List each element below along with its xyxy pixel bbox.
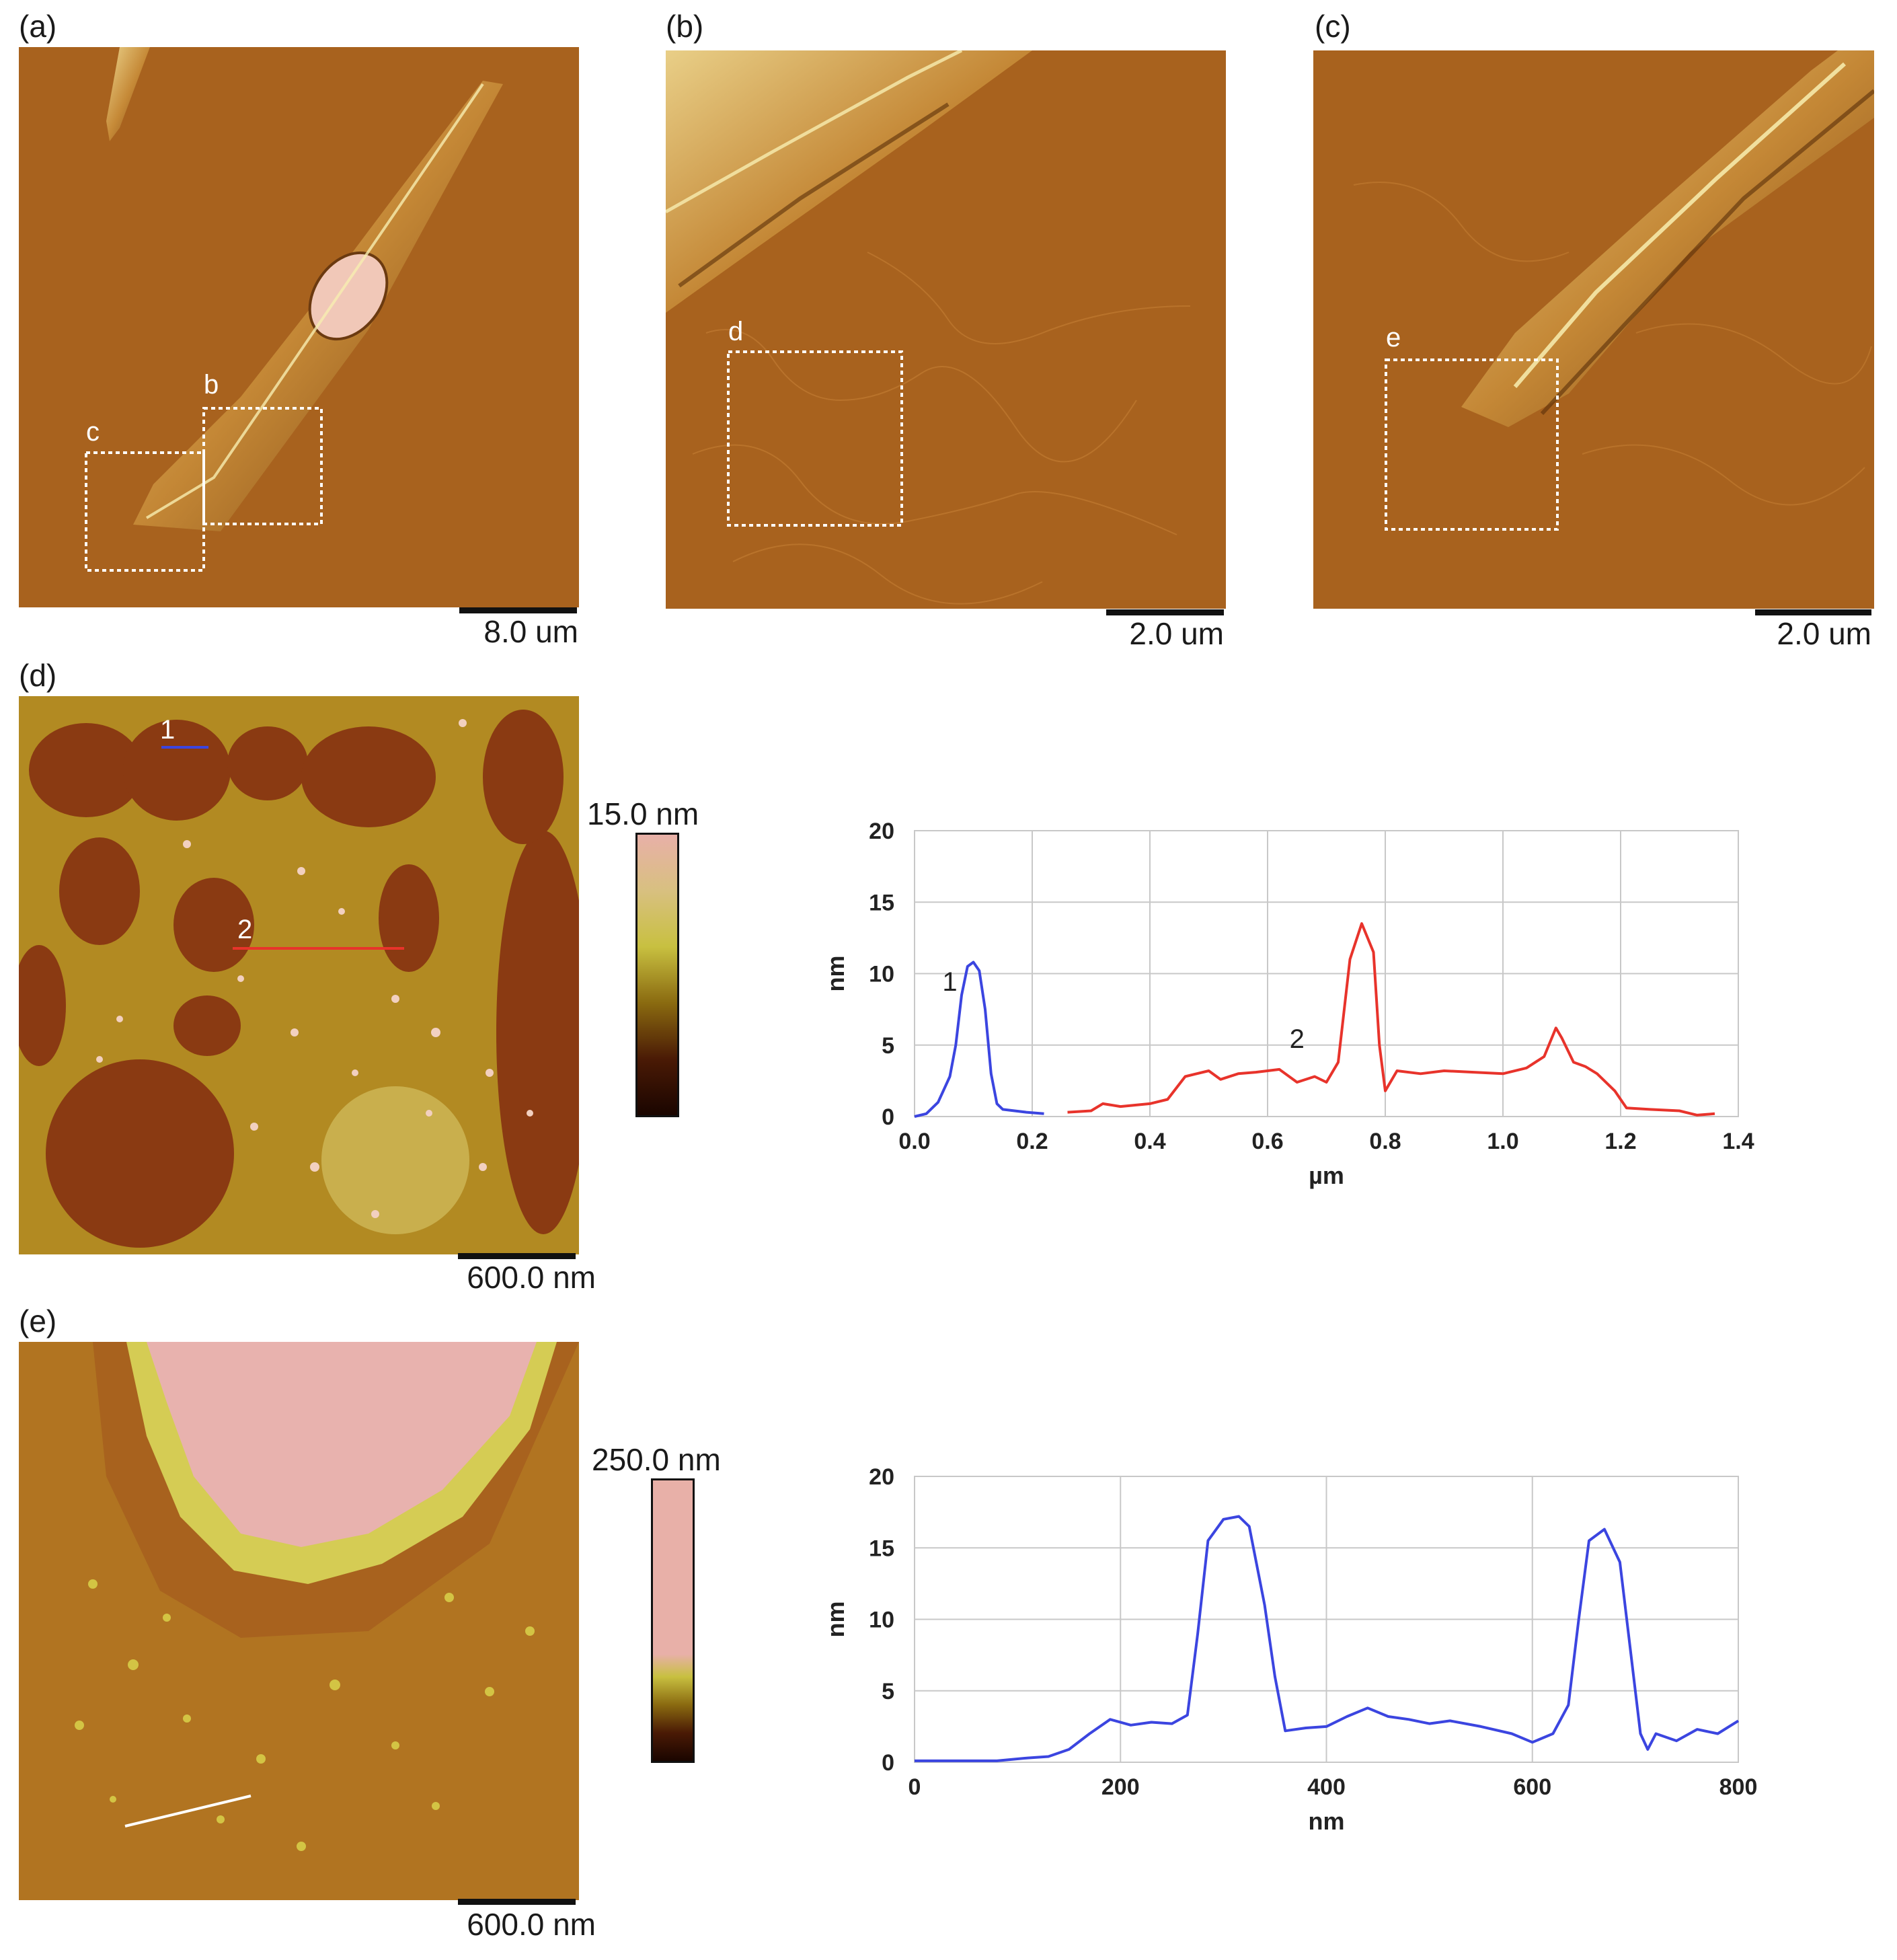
chart-e-y-tick-label: 10 <box>869 1608 894 1633</box>
panel-c-scale-label: 2.0 um <box>1777 616 1871 651</box>
panel-b-label: (b) <box>666 9 704 44</box>
panel-d-scalebar <box>458 1253 576 1259</box>
chart-e-x-tick-label: 0 <box>908 1774 921 1800</box>
chart-e-x-tick-label: 800 <box>1719 1774 1758 1800</box>
chart-d-x-tick-label: 0.2 <box>1016 1129 1048 1154</box>
panel-d-label: (d) <box>19 658 57 693</box>
chart-d-series-label-2: 2 <box>1290 1024 1305 1054</box>
profile-line-2-label: 2 <box>237 915 253 944</box>
chart-e-y-axis-title: nm <box>822 1601 849 1638</box>
chart-d-series-label-1: 1 <box>942 967 957 997</box>
chart-d-x-tick-label: 1.0 <box>1487 1129 1518 1154</box>
chart-d-x-tick-label: 1.2 <box>1604 1129 1636 1154</box>
chart-d-x-axis-title: µm <box>1309 1162 1344 1189</box>
panel-e-scale-label: 600.0 nm <box>467 1907 596 1942</box>
panel-d-colorbar-max: 15.0 nm <box>587 796 699 831</box>
chart-d-x-tick-label: 0.4 <box>1134 1129 1165 1154</box>
panel-b-afm-image: d <box>666 50 1226 609</box>
panel-c-label: (c) <box>1315 9 1351 44</box>
panel-e-colorbar-max: 250.0 nm <box>592 1442 721 1477</box>
chart-d-y-tick-label: 15 <box>869 890 894 915</box>
chart-e-x-tick-label: 200 <box>1101 1774 1140 1800</box>
roi-d-label: d <box>728 317 744 346</box>
panel-b-scale-label: 2.0 um <box>1129 616 1224 651</box>
panel-e-scalebar <box>458 1899 576 1905</box>
profile-line-1-label: 1 <box>160 715 176 745</box>
chart-d-y-tick-label: 0 <box>882 1104 894 1130</box>
chart-e-svg: 0 200 400 600 800 0 5 10 15 20 nm nm <box>822 1464 1758 1835</box>
chart-d-x-tick-label: 0.6 <box>1251 1129 1283 1154</box>
chart-d-y-tick-label: 5 <box>882 1033 894 1059</box>
chart-d-series-line-1 <box>914 960 1044 1118</box>
chart-e-y-tick-label: 20 <box>869 1464 894 1490</box>
panel-a-label: (a) <box>19 9 57 44</box>
chart-d-series-line-2 <box>1067 922 1715 1117</box>
chart-d-profile: 0.0 0.2 0.4 0.6 0.8 1.0 1.2 1.4 0 5 10 15 20 µm nm 1 2 <box>807 814 1775 1204</box>
panel-d-colorbar <box>635 833 679 1117</box>
panel-d-scale-label: 600.0 nm <box>467 1260 596 1295</box>
chart-d-x-tick-label: 0.8 <box>1369 1129 1401 1154</box>
panel-a-afm-image: b c <box>19 47 579 607</box>
roi-b-label: b <box>204 370 219 400</box>
panel-a-scalebar <box>459 607 577 613</box>
panel-e-label: (e) <box>19 1304 57 1339</box>
chart-e-x-tick-label: 600 <box>1513 1774 1551 1800</box>
chart-e-y-tick-label: 0 <box>882 1750 894 1776</box>
panel-c-scalebar <box>1755 609 1871 615</box>
chart-e-y-tick-label: 15 <box>869 1536 894 1561</box>
chart-e-y-tick-label: 5 <box>882 1679 894 1704</box>
chart-d-x-tick-label: 0.0 <box>898 1129 930 1154</box>
chart-d-svg: 0.0 0.2 0.4 0.6 0.8 1.0 1.2 1.4 0 5 10 15 20 µm nm 1 2 <box>822 819 1754 1189</box>
panel-c-afm-image: e <box>1313 50 1874 609</box>
roi-c-label: c <box>86 417 100 447</box>
chart-e-x-axis-title: nm <box>1309 1807 1345 1835</box>
chart-e-x-tick-label: 400 <box>1307 1774 1346 1800</box>
roi-b-box <box>202 407 323 525</box>
chart-d-y-axis-title: nm <box>822 956 849 992</box>
chart-d-y-tick-label: 20 <box>869 819 894 844</box>
roi-e-label: e <box>1386 323 1401 352</box>
chart-d-y-tick-label: 10 <box>869 962 894 987</box>
panel-e-afm-image <box>19 1342 579 1900</box>
chart-e-series-line-1 <box>915 1515 1740 1762</box>
panel-b-scalebar <box>1106 609 1224 615</box>
panel-e-colorbar <box>651 1478 695 1763</box>
chart-e-profile: 0 200 400 600 800 0 5 10 15 20 nm nm <box>807 1460 1775 1850</box>
profile-line-e <box>124 1795 251 1827</box>
panel-d-afm-image: 1 2 <box>19 696 579 1254</box>
panel-a-scale-label: 8.0 um <box>483 614 578 649</box>
chart-d-x-tick-label: 1.4 <box>1722 1129 1754 1154</box>
roi-d-box <box>727 350 903 527</box>
